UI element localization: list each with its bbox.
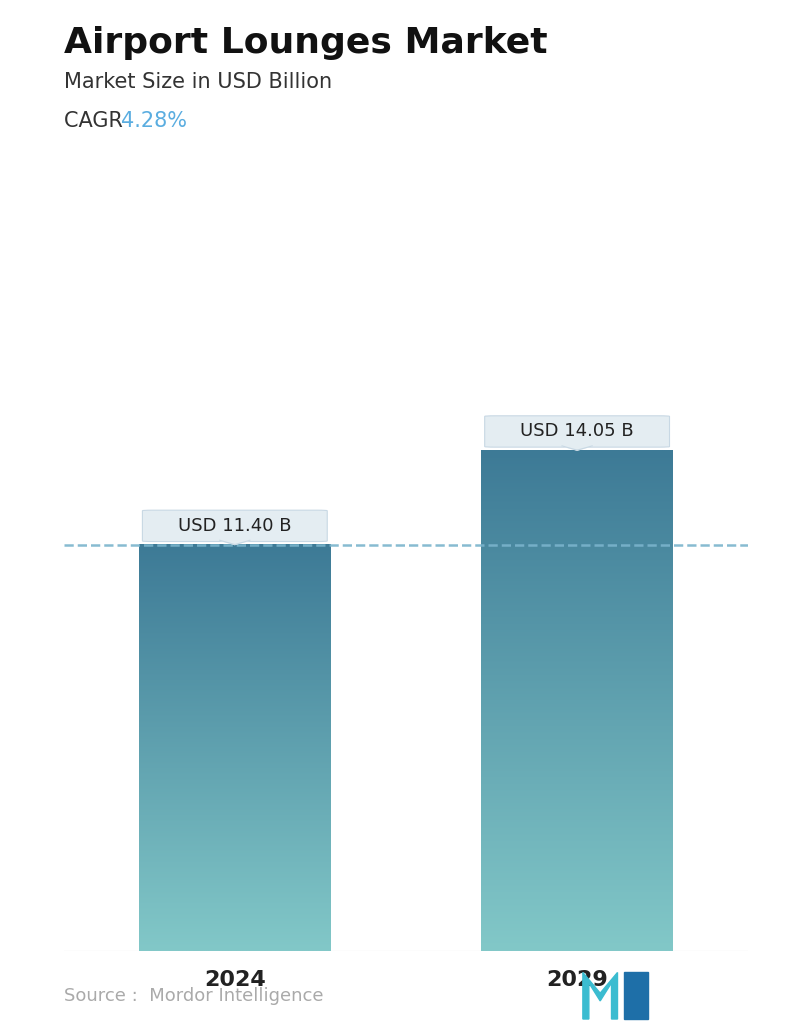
- Text: CAGR: CAGR: [64, 111, 129, 130]
- FancyBboxPatch shape: [142, 510, 327, 542]
- Text: 4.28%: 4.28%: [121, 111, 187, 130]
- Text: Source :  Mordor Intelligence: Source : Mordor Intelligence: [64, 987, 323, 1005]
- Polygon shape: [220, 541, 250, 545]
- Polygon shape: [624, 972, 648, 1020]
- Text: USD 11.40 B: USD 11.40 B: [178, 517, 291, 535]
- Text: Airport Lounges Market: Airport Lounges Market: [64, 26, 548, 60]
- Polygon shape: [562, 446, 592, 450]
- FancyBboxPatch shape: [485, 416, 669, 447]
- Text: Market Size in USD Billion: Market Size in USD Billion: [64, 72, 332, 92]
- Polygon shape: [583, 972, 618, 1020]
- Text: USD 14.05 B: USD 14.05 B: [521, 423, 634, 440]
